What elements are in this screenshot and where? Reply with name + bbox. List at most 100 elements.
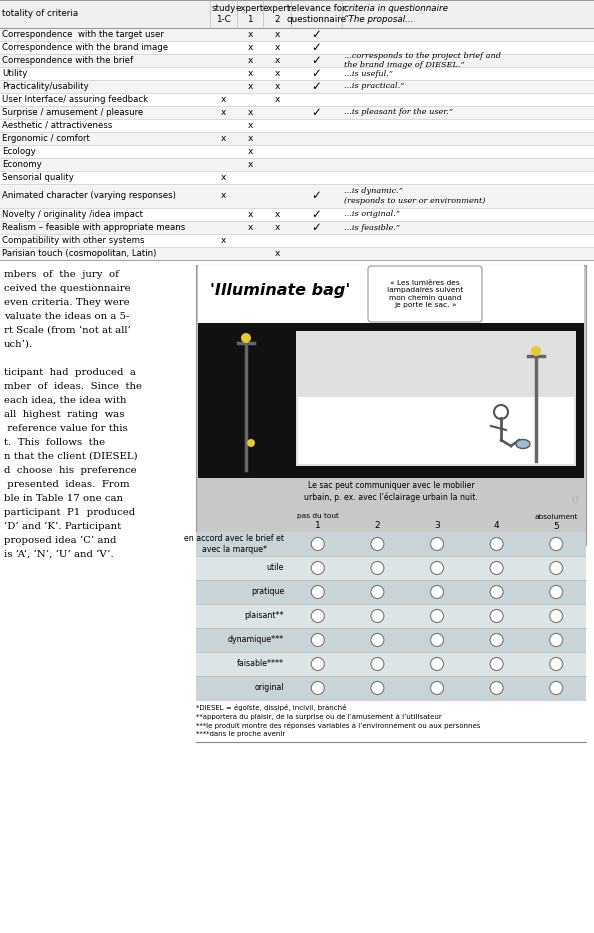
Text: Animated character (varying responses): Animated character (varying responses) <box>2 191 176 201</box>
Text: Novelty / originality /idea impact: Novelty / originality /idea impact <box>2 210 143 219</box>
Bar <box>196 580 586 604</box>
Circle shape <box>311 562 324 575</box>
Text: Ergonomic / comfort: Ergonomic / comfort <box>2 134 90 143</box>
Text: Le sac peut communiquer avec le mobilier
urbain, p. ex. avec l’éclairage urbain : Le sac peut communiquer avec le mobilier… <box>304 481 478 502</box>
Circle shape <box>431 609 444 622</box>
Text: x: x <box>247 223 252 232</box>
Text: x: x <box>247 210 252 219</box>
Bar <box>196 556 586 580</box>
Text: study
1-C: study 1-C <box>211 4 236 24</box>
Text: Correspondence with the brand image: Correspondence with the brand image <box>2 43 168 52</box>
Text: x: x <box>274 210 280 219</box>
Text: x: x <box>274 223 280 232</box>
Text: x: x <box>247 69 252 78</box>
Text: each idea, the idea with: each idea, the idea with <box>4 396 127 405</box>
Circle shape <box>431 562 444 575</box>
Bar <box>196 604 586 628</box>
Text: 5: 5 <box>554 522 559 531</box>
Text: d  choose  his  preference: d choose his preference <box>4 466 137 475</box>
Text: absolument: absolument <box>535 514 578 520</box>
Circle shape <box>549 658 563 671</box>
Text: all  highest  rating  was: all highest rating was <box>4 410 125 419</box>
Text: x: x <box>247 147 252 156</box>
Bar <box>0 54 594 67</box>
Bar <box>0 93 594 106</box>
Text: « Les lumières des
lampadaires suivent
mon chemin quand
je porte le sac. »: « Les lumières des lampadaires suivent m… <box>387 280 463 308</box>
Text: *DIESEL = égoïste, dissipé, incivil, branché: *DIESEL = égoïste, dissipé, incivil, bra… <box>196 704 346 711</box>
Text: ✓: ✓ <box>312 221 321 234</box>
Text: Surprise / amusement / pleasure: Surprise / amusement / pleasure <box>2 108 143 117</box>
Circle shape <box>431 634 444 647</box>
Circle shape <box>311 537 324 550</box>
Circle shape <box>311 681 324 694</box>
Circle shape <box>431 586 444 598</box>
Ellipse shape <box>516 439 530 449</box>
Text: x: x <box>274 43 280 52</box>
Text: x: x <box>221 108 226 117</box>
Bar <box>196 265 586 545</box>
Bar <box>0 247 594 260</box>
Text: Compatibility with other systems: Compatibility with other systems <box>2 236 144 245</box>
Text: is ‘A’, ‘N’, ‘U’ and ‘V’.: is ‘A’, ‘N’, ‘U’ and ‘V’. <box>4 550 113 559</box>
Circle shape <box>311 609 324 622</box>
Text: Utility: Utility <box>2 69 27 78</box>
Text: ...is dynamic.”
(responds to user or environment): ...is dynamic.” (responds to user or env… <box>344 188 485 205</box>
Text: ...is useful.”: ...is useful.” <box>344 69 393 77</box>
Bar <box>0 132 594 145</box>
Text: pas du tout: pas du tout <box>297 513 339 519</box>
Text: ...is pleasant for the user.”: ...is pleasant for the user.” <box>344 108 453 117</box>
Bar <box>0 184 594 208</box>
Bar <box>198 265 584 323</box>
Text: x: x <box>221 95 226 104</box>
Text: uch’).: uch’). <box>4 340 33 349</box>
Text: ✓: ✓ <box>312 80 321 93</box>
Circle shape <box>371 609 384 622</box>
Text: x: x <box>274 30 280 39</box>
Bar <box>0 221 594 234</box>
Text: en accord avec le brief et
avec la marque*: en accord avec le brief et avec la marqu… <box>184 535 284 553</box>
Text: 1: 1 <box>315 521 321 530</box>
Bar <box>0 0 594 28</box>
Text: x: x <box>274 56 280 65</box>
Bar <box>196 628 586 652</box>
Text: ****dans le proche avenir: ****dans le proche avenir <box>196 731 285 737</box>
Text: Correspondence  with the target user: Correspondence with the target user <box>2 30 164 39</box>
Text: original: original <box>254 684 284 692</box>
Text: dynamique***: dynamique*** <box>228 635 284 645</box>
Circle shape <box>371 658 384 671</box>
Text: ✓: ✓ <box>312 67 321 80</box>
Text: x: x <box>274 82 280 91</box>
Text: reference value for this: reference value for this <box>4 424 128 433</box>
Circle shape <box>549 562 563 575</box>
Text: n that the client (DIESEL): n that the client (DIESEL) <box>4 452 138 461</box>
Text: mber  of  ideas.  Since  the: mber of ideas. Since the <box>4 382 142 391</box>
Text: ✓: ✓ <box>312 189 321 202</box>
Text: x: x <box>274 69 280 78</box>
Circle shape <box>490 586 503 598</box>
Bar <box>0 145 594 158</box>
Text: Parisian touch (cosmopolitan, Latin): Parisian touch (cosmopolitan, Latin) <box>2 249 156 258</box>
Circle shape <box>371 537 384 550</box>
Text: totality of criteria: totality of criteria <box>2 9 78 19</box>
Text: Sensorial quality: Sensorial quality <box>2 173 74 182</box>
Text: proposed idea ‘C’ and: proposed idea ‘C’ and <box>4 536 116 545</box>
Text: ticipant  had  produced  a: ticipant had produced a <box>4 368 136 377</box>
Circle shape <box>431 658 444 671</box>
Circle shape <box>549 537 563 550</box>
Text: x: x <box>221 236 226 245</box>
Text: ‘D’ and ‘K’. Participant: ‘D’ and ‘K’. Participant <box>4 522 121 531</box>
Bar <box>0 208 594 221</box>
Circle shape <box>371 634 384 647</box>
Circle shape <box>490 681 503 694</box>
Circle shape <box>490 634 503 647</box>
Text: ***le produit montre des réponses variables à l’environnement ou aux personnes: ***le produit montre des réponses variab… <box>196 722 481 729</box>
Text: Practicality/usability: Practicality/usability <box>2 82 89 91</box>
Text: **apportera du plaisir, de la surprise ou de l’amusement à l’utilisateur: **apportera du plaisir, de la surprise o… <box>196 713 442 719</box>
Text: criteria in questionnaire
“The proposal...: criteria in questionnaire “The proposal.… <box>344 4 448 24</box>
Text: ✓: ✓ <box>312 106 321 119</box>
FancyBboxPatch shape <box>368 266 482 322</box>
Text: ...is feasible.”: ...is feasible.” <box>344 224 400 231</box>
Circle shape <box>431 537 444 550</box>
Text: Ecology: Ecology <box>2 147 36 156</box>
Circle shape <box>311 586 324 598</box>
